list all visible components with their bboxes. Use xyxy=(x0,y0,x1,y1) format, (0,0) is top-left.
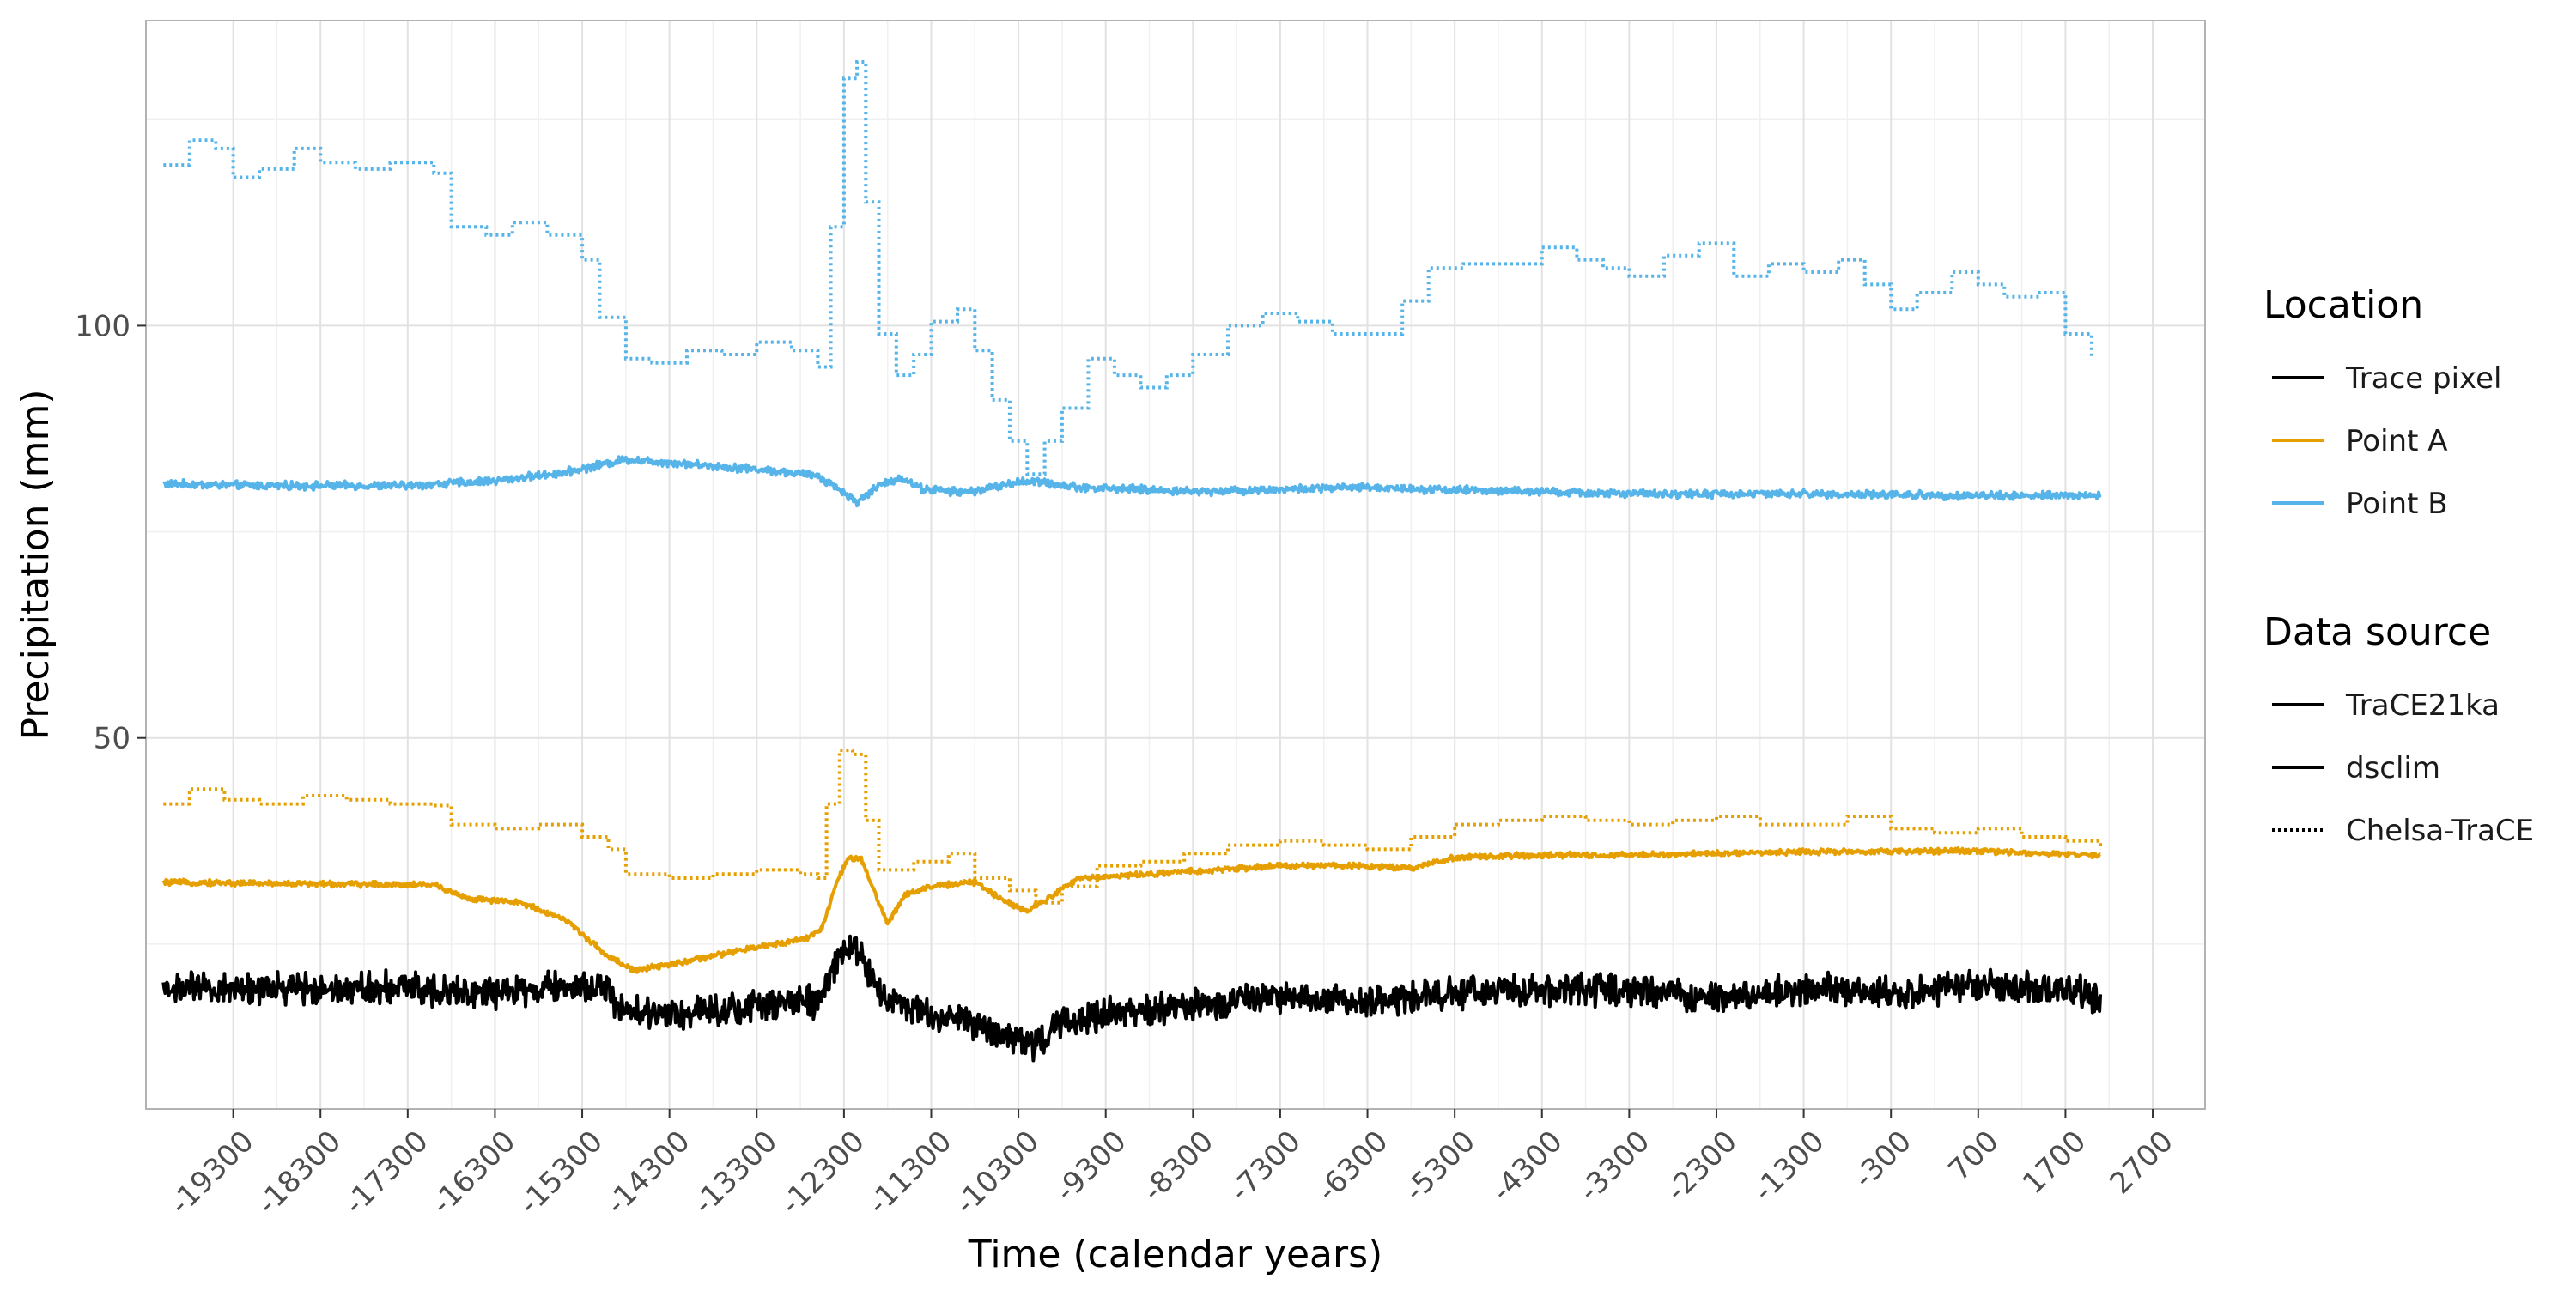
legend-label: TraCE21ka xyxy=(2345,688,2500,723)
x-tick-label: 700 xyxy=(1942,1124,2006,1188)
series-line-trace-pixel-trace21ka xyxy=(161,934,2103,1063)
legend-title: Data source xyxy=(2263,610,2491,654)
panel-border xyxy=(145,20,2206,1110)
series-line-point-a-chelsa-trace xyxy=(163,749,2103,905)
y-tick-label: 100 xyxy=(75,309,131,343)
x-tick-label: -9300 xyxy=(1048,1124,1133,1209)
legend-label: Trace pixel xyxy=(2345,361,2501,396)
x-tick-label: -13300 xyxy=(687,1124,784,1221)
x-tick-label: -16300 xyxy=(425,1124,522,1221)
series-line-point-a-dsclim xyxy=(161,846,2102,974)
legend-label: Point A xyxy=(2346,424,2448,458)
x-tick-label: -3300 xyxy=(1572,1124,1656,1209)
legend-label: Chelsa-TraCE xyxy=(2346,814,2534,848)
legend-title: Location xyxy=(2263,283,2423,327)
y-axis-title: Precipitation (mm) xyxy=(14,389,58,740)
legend-label: dsclim xyxy=(2346,751,2440,785)
panel-background xyxy=(146,21,2205,1109)
x-tick-label: -1300 xyxy=(1747,1124,1831,1209)
x-tick-label: -15300 xyxy=(513,1124,610,1221)
legend-label: Point B xyxy=(2346,487,2448,521)
x-tick-label: -2300 xyxy=(1660,1124,1744,1209)
x-tick-label: -12300 xyxy=(774,1124,871,1221)
x-tick-label: -6300 xyxy=(1310,1124,1394,1209)
x-axis-title: Time (calendar years) xyxy=(968,1233,1382,1276)
x-tick-label: -17300 xyxy=(337,1124,434,1221)
legend: Location Trace pixel Point A Point B Data so… xyxy=(2263,283,2534,848)
x-tick-label: -300 xyxy=(1847,1124,1918,1196)
x-tick-label: -11300 xyxy=(861,1124,958,1221)
x-tick-label: 1700 xyxy=(2016,1124,2093,1201)
x-tick-label: -19300 xyxy=(163,1124,260,1221)
grid xyxy=(146,21,2205,1109)
series-lines xyxy=(161,60,2103,1063)
series-line-point-b-dsclim xyxy=(162,455,2102,508)
x-tick-label: -5300 xyxy=(1398,1124,1482,1209)
x-tick-label: -4300 xyxy=(1485,1124,1570,1209)
x-tick-label: -8300 xyxy=(1136,1124,1220,1209)
x-tick-label: -14300 xyxy=(599,1124,696,1221)
x-tick-label: -18300 xyxy=(251,1124,348,1221)
y-tick-label: 50 xyxy=(94,722,131,756)
x-tick-label: -10300 xyxy=(949,1124,1046,1221)
x-tick-label: 2700 xyxy=(2103,1124,2179,1201)
x-tick-label: -7300 xyxy=(1224,1124,1308,1209)
